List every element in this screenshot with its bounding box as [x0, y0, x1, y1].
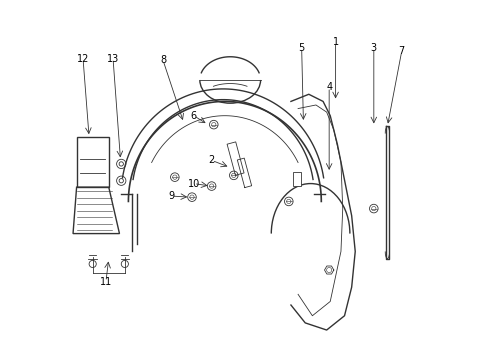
Text: 3: 3: [370, 43, 376, 53]
Text: 11: 11: [100, 277, 112, 287]
Text: 8: 8: [160, 55, 166, 65]
Text: 12: 12: [77, 54, 89, 64]
Text: 9: 9: [168, 191, 174, 201]
Text: 13: 13: [107, 54, 119, 64]
Text: 1: 1: [332, 37, 338, 48]
Text: 4: 4: [325, 82, 331, 92]
FancyBboxPatch shape: [292, 172, 300, 186]
Text: 6: 6: [190, 111, 197, 121]
Text: 10: 10: [187, 179, 200, 189]
Text: 5: 5: [298, 43, 304, 53]
Text: 7: 7: [398, 46, 404, 57]
Text: 2: 2: [208, 156, 214, 165]
